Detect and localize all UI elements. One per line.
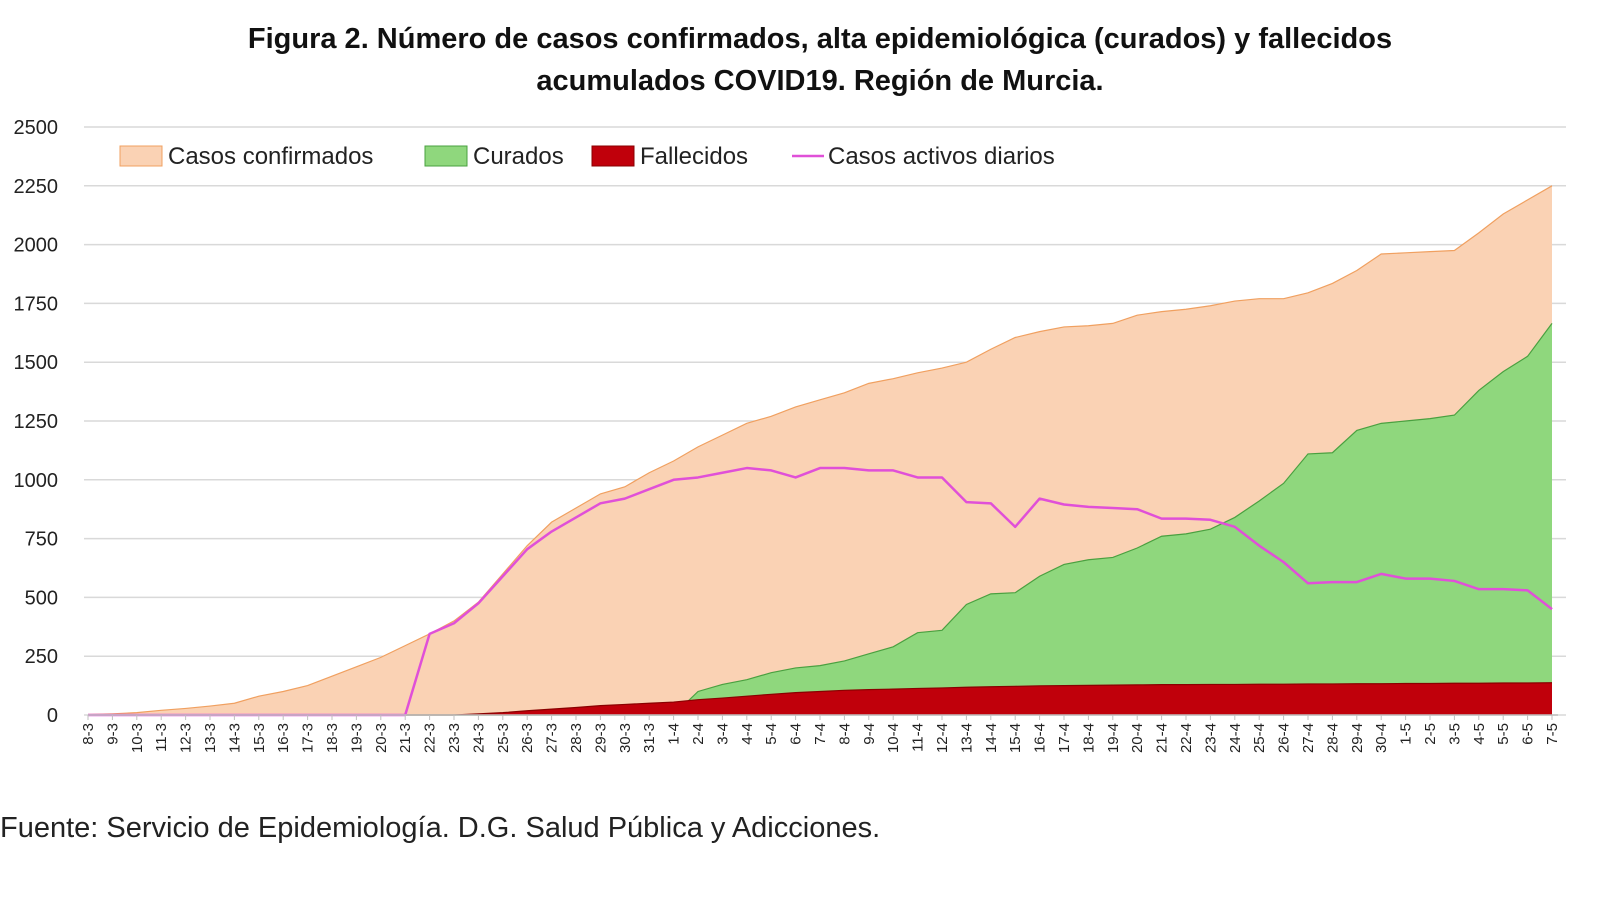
x-tick-label: 12-4 [934, 723, 951, 753]
x-tick-label: 5-5 [1495, 723, 1512, 745]
x-tick-label: 11-3 [153, 723, 170, 752]
x-tick-label: 19-4 [1105, 723, 1122, 753]
y-tick-label: 2000 [14, 235, 59, 257]
x-tick-label: 29-3 [592, 723, 609, 753]
y-tick-label: 250 [25, 646, 58, 668]
curados-area [88, 323, 1552, 715]
confirmados-area-edge [87, 185, 1553, 716]
legend-curados-label: Curados [473, 143, 564, 170]
x-tick-label: 27-3 [544, 723, 561, 753]
x-tick-label: 31-3 [641, 723, 658, 753]
y-tick-label: 1000 [14, 470, 59, 492]
y-tick-label: 1750 [14, 293, 59, 315]
x-tick-label: 6-4 [788, 723, 805, 745]
y-tick-label: 1250 [14, 411, 59, 433]
x-tick-label: 23-3 [446, 723, 463, 753]
x-tick-label: 11-4 [910, 723, 927, 752]
x-tick-label: 2-4 [690, 723, 707, 745]
fallecidos-area [88, 682, 1552, 715]
x-tick-label: 3-5 [1446, 723, 1463, 745]
x-tick-label: 4-5 [1471, 723, 1488, 745]
x-tick-label: 26-4 [1276, 723, 1293, 753]
y-tick-label: 500 [25, 587, 58, 609]
x-tick-label: 14-3 [226, 723, 243, 753]
x-tick-label: 28-3 [568, 723, 585, 753]
x-tick-label: 7-4 [812, 723, 829, 745]
x-tick-label: 15-4 [1007, 723, 1024, 753]
x-tick-label: 20-3 [373, 723, 390, 753]
x-tick-label: 22-4 [1178, 723, 1195, 753]
y-tick-label: 2250 [14, 176, 59, 198]
x-tick-label: 21-3 [397, 723, 414, 753]
x-tick-label: 13-3 [202, 723, 219, 753]
x-tick-label: 5-4 [763, 723, 780, 745]
legend-fallecidos-swatch [591, 145, 635, 167]
x-tick-label: 18-4 [1080, 723, 1097, 753]
x-tick-label: 19-3 [348, 723, 365, 753]
x-tick-label: 23-4 [1202, 723, 1219, 753]
x-tick-label: 15-3 [251, 723, 268, 753]
x-tick-label: 18-3 [324, 723, 341, 753]
y-tick-label: 1500 [14, 352, 59, 374]
x-tick-label: 14-4 [983, 723, 1000, 753]
x-tick-label: 8-4 [836, 723, 853, 745]
x-tick-label: 9-4 [861, 723, 878, 745]
y-tick-label: 2500 [14, 117, 59, 139]
x-tick-label: 29-4 [1349, 723, 1366, 753]
x-tick-label: 24-4 [1227, 723, 1244, 753]
x-tick-label: 10-4 [885, 723, 902, 753]
x-tick-label: 6-5 [1520, 723, 1537, 745]
legend-curados-swatch [424, 145, 468, 167]
x-tick-label: 16-4 [1032, 723, 1049, 753]
chart-title: Figura 2. Número de casos confirmados, a… [0, 18, 1600, 102]
legend-fallecidos-label: Fallecidos [640, 143, 748, 170]
legend-activos-label: Casos activos diarios [828, 143, 1055, 170]
x-tick-label: 17-3 [300, 723, 317, 753]
x-tick-label: 28-4 [1324, 723, 1341, 753]
x-tick-label: 25-3 [495, 723, 512, 753]
x-tick-label: 20-4 [1129, 723, 1146, 753]
x-tick-label: 4-4 [739, 723, 756, 745]
x-tick-label: 25-4 [1251, 723, 1268, 753]
y-tick-label: 0 [47, 705, 58, 727]
x-tick-label: 8-3 [80, 723, 97, 745]
x-tick-label: 17-4 [1056, 723, 1073, 753]
source-note: Fuente: Servicio de Epidemiología. D.G. … [0, 812, 881, 844]
y-tick-label: 750 [25, 529, 58, 551]
x-tick-label: 27-4 [1300, 723, 1317, 753]
x-tick-label: 1-4 [666, 723, 683, 745]
legend-confirmados-label: Casos confirmados [168, 143, 373, 170]
x-tick-label: 21-4 [1154, 723, 1171, 753]
chart-title-line-2: acumulados COVID19. Región de Murcia. [536, 65, 1104, 97]
x-tick-label: 13-4 [958, 723, 975, 753]
x-tick-label: 30-3 [617, 723, 634, 753]
x-tick-label: 9-3 [104, 723, 121, 745]
x-tick-label: 26-3 [519, 723, 536, 753]
x-tick-label: 2-5 [1422, 723, 1439, 745]
x-tick-label: 7-5 [1544, 723, 1561, 745]
x-tick-label: 1-5 [1398, 723, 1415, 745]
chart-title-line-1: Figura 2. Número de casos confirmados, a… [247, 23, 1393, 55]
x-tick-label: 24-3 [470, 723, 487, 753]
x-tick-label: 30-4 [1373, 723, 1390, 753]
legend-confirmados-swatch [119, 145, 163, 167]
x-tick-label: 16-3 [275, 723, 292, 753]
x-tick-label: 22-3 [422, 723, 439, 753]
x-tick-label: 12-3 [178, 723, 195, 753]
x-tick-label: 3-4 [714, 723, 731, 745]
x-tick-label: 10-3 [129, 723, 146, 753]
